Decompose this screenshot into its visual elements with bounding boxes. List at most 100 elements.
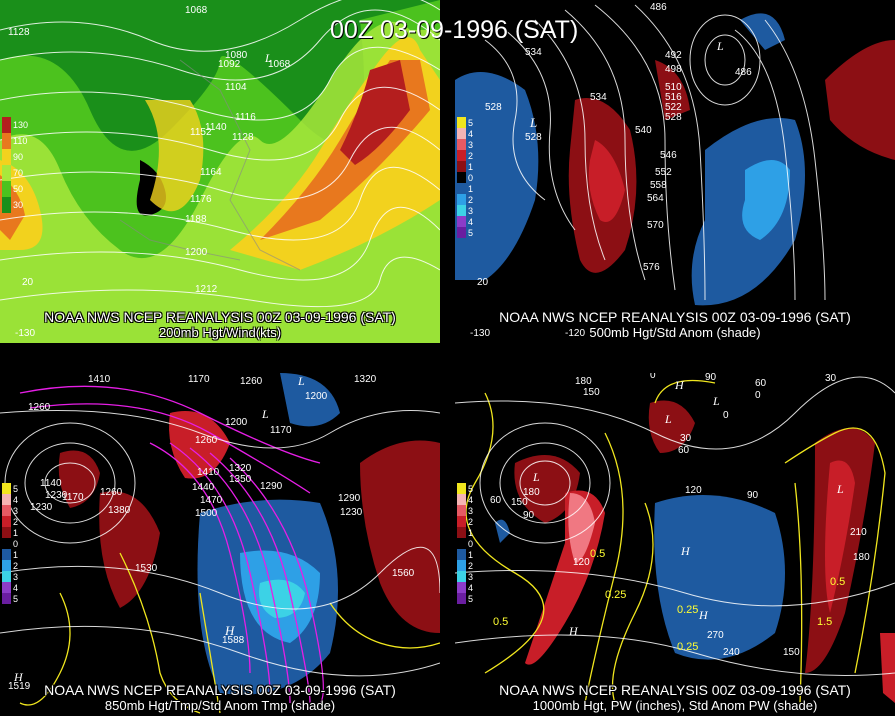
contour-label: 1320 (229, 463, 252, 474)
contour-label: 570 (647, 220, 664, 231)
contour-label: 1116 (235, 112, 256, 123)
low-pressure-icon: L (297, 374, 305, 388)
contour-label: 1290 (338, 493, 361, 504)
panel-caption-variable: 200mb Hgt/Wind(kts) (158, 325, 282, 340)
wind-color-scale: 130 110 90 70 50 30 (2, 117, 28, 213)
high-pressure-icon: H (674, 378, 685, 392)
contour-label: 180 (575, 376, 592, 387)
panel-caption-source: NOAA NWS NCEP REANALYSIS 00Z 03-09-1996 … (499, 682, 851, 698)
contour-label: 30 (825, 373, 837, 384)
contour-label: 1068 (268, 59, 291, 70)
low-pressure-icon: L (264, 51, 272, 65)
pw-label: 0.5 (493, 616, 508, 628)
contour-label: 90 (747, 490, 759, 501)
panel-caption-source: NOAA NWS NCEP REANALYSIS 00Z 03-09-1996 … (499, 309, 851, 325)
panel-caption-source: NOAA NWS NCEP REANALYSIS 00Z 03-09-1996 … (44, 309, 396, 325)
contour-label: 528 (485, 102, 502, 113)
contour-label: 540 (635, 125, 652, 136)
contour-label: 1200 (185, 247, 208, 258)
low-pressure-icon: L (716, 39, 724, 53)
contour-label: 1170 (62, 492, 84, 503)
contour-label: 1519 (8, 681, 31, 692)
contour-label: 0 (755, 390, 761, 401)
contour-label: 1230 (45, 490, 68, 501)
contour-label: 498 (665, 64, 682, 75)
map-200mb: 1068 1128 1080 1092 1068 1104 1116 1140 … (0, 0, 440, 343)
contour-label: 552 (655, 167, 672, 178)
pw-label: 1.5 (817, 616, 832, 628)
contour-label: 150 (511, 497, 528, 508)
contour-label: 510 (665, 82, 682, 93)
low-pressure-icon: L (664, 412, 672, 426)
contour-label: 1260 (195, 435, 218, 446)
contour-label: 1140 (40, 478, 62, 489)
contour-label: 1128 (232, 132, 254, 143)
map-1000mb: 180 150 0 90 60 30 0 120 90 60 30 0 180 … (455, 373, 895, 716)
contour-label: 1260 (240, 376, 263, 387)
contour-label: 1164 (200, 167, 222, 178)
contour-label: 1588 (222, 635, 245, 646)
contour-label: 1188 (185, 214, 207, 225)
contour-label: 486 (735, 67, 752, 78)
contour-label: 1176 (190, 194, 212, 205)
contour-label: 0 (650, 373, 656, 381)
contour-label: 1080 (225, 50, 248, 61)
contour-label: 1230 (30, 502, 53, 513)
contour-label: 210 (850, 527, 867, 538)
pw-label: 0.5 (830, 576, 845, 588)
contour-label: 1212 (195, 284, 218, 295)
contour-label: 1470 (200, 495, 223, 506)
high-pressure-icon: H (680, 544, 691, 558)
contour-label: 1170 (270, 425, 292, 436)
map-850mb: 1410 1170 1260 1320 1200 1260 1230 1200 … (0, 373, 440, 716)
contour-label: 1200 (305, 391, 328, 402)
contour-label: 1320 (354, 374, 377, 385)
low-pressure-icon: L (261, 407, 269, 421)
contour-label: 120 (573, 557, 590, 568)
contour-label: 1410 (88, 374, 111, 385)
contour-label: 1380 (108, 505, 131, 516)
high-pressure-icon: H (13, 670, 24, 684)
contour-label: 1140 (205, 122, 227, 133)
panel-caption-source: NOAA NWS NCEP REANALYSIS 00Z 03-09-1996 … (44, 682, 396, 698)
high-pressure-icon: H (698, 608, 709, 622)
panel-caption-variable: 500mb Hgt/Std Anom (shade) (589, 325, 761, 340)
contour-label: 522 (665, 102, 682, 113)
contour-label: 150 (583, 387, 600, 398)
axis-label: -120 (565, 328, 585, 339)
contour-label: 180 (853, 552, 870, 563)
contour-label: 1230 (340, 507, 363, 518)
contour-label: 150 (783, 647, 800, 658)
panel-1000mb: 180 150 0 90 60 30 0 120 90 60 30 0 180 … (455, 373, 895, 716)
contour-label: 60 (678, 445, 690, 456)
contour-label: 564 (647, 193, 664, 204)
contour-label: 1092 (218, 59, 241, 70)
axis-label: -130 (15, 328, 35, 339)
contour-label: 546 (660, 150, 677, 161)
contour-label: 240 (723, 647, 740, 658)
axis-label: -130 (470, 328, 490, 339)
panel-200mb: 1068 1128 1080 1092 1068 1104 1116 1140 … (0, 0, 440, 343)
panel-caption-variable: 1000mb Hgt, PW (inches), Std Anom PW (sh… (532, 698, 818, 713)
map-500mb: 534 528 486 486 492 498 510 516 522 528 … (455, 0, 895, 343)
contour-label: 492 (665, 50, 682, 61)
contour-label: 1068 (185, 5, 208, 16)
low-pressure-icon: L (836, 482, 844, 496)
contour-label: 60 (490, 495, 502, 506)
contour-label: 1128 (8, 27, 30, 38)
contour-label: 1104 (225, 82, 247, 93)
pw-label: 0.25 (605, 589, 626, 601)
contour-label: 180 (523, 487, 540, 498)
high-pressure-icon: H (224, 623, 235, 638)
contour-label: 1152 (190, 127, 212, 138)
contour-label: 90 (523, 510, 535, 521)
contour-label: 1260 (100, 487, 123, 498)
anomaly-color-scale: 5 4 3 2 1 0 1 2 3 4 5 (457, 117, 483, 238)
low-pressure-icon: L (532, 470, 540, 484)
contour-label: 534 (590, 92, 607, 103)
contour-label: 1440 (192, 482, 215, 493)
contour-label: 90 (705, 373, 717, 383)
contour-label: 1200 (225, 417, 248, 428)
anomaly-color-scale: 5 4 3 2 1 0 1 2 3 4 5 (2, 483, 28, 604)
contour-label: 1500 (195, 508, 218, 519)
